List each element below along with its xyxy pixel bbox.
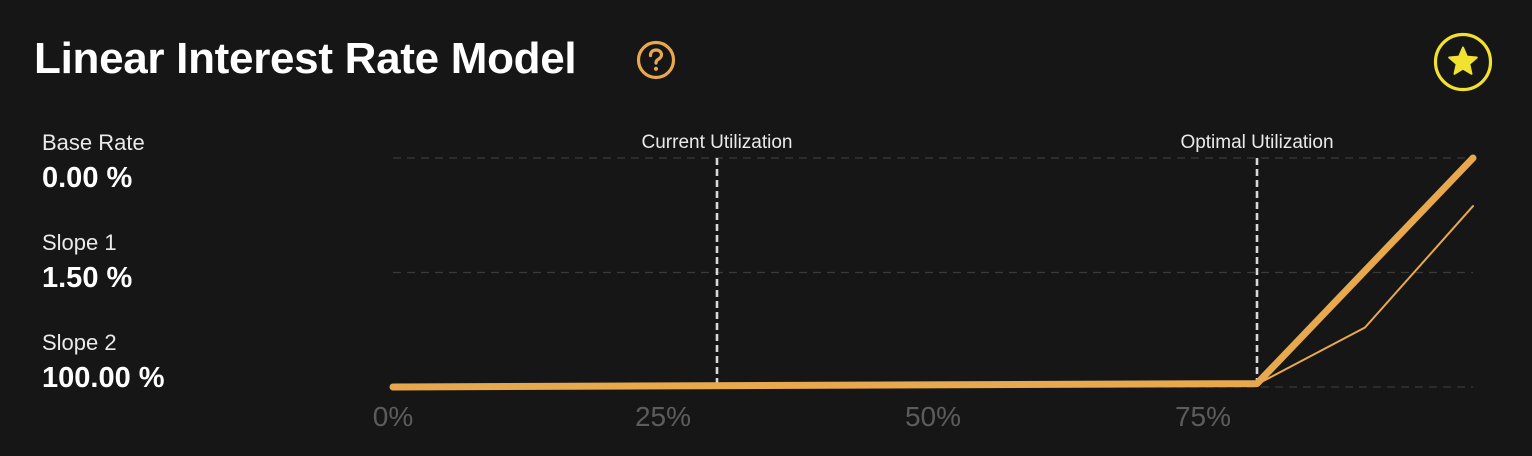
param-value: 0.00 % (42, 162, 133, 194)
param-base-rate: Base Rate 0.00 % (42, 130, 145, 195)
page-title: Linear Interest Rate Model (34, 34, 577, 83)
param-slope-1: Slope 1 1.50 % (42, 230, 132, 295)
param-value: 1.50 % (42, 262, 133, 294)
x-tick-label-0: 0% (373, 401, 413, 432)
rate-series-line-1 (392, 205, 1474, 388)
x-tick-label-2: 50% (905, 401, 961, 432)
question-circle-icon[interactable] (636, 40, 676, 80)
x-tick-label-3: 75% (1175, 401, 1231, 432)
param-slope-2: Slope 2 100.00 % (42, 330, 165, 395)
param-label: Slope 2 (42, 330, 117, 355)
utilization-marker-label-0: Current Utilization (642, 132, 793, 153)
x-tick-label-1: 25% (635, 401, 691, 432)
star-icon (1448, 46, 1478, 75)
param-label: Slope 1 (42, 230, 117, 255)
param-label: Base Rate (42, 130, 145, 155)
favorite-star-button[interactable] (1433, 32, 1493, 92)
param-value: 100.00 % (42, 362, 165, 394)
utilization-marker-label-1: Optimal Utilization (1180, 132, 1333, 153)
